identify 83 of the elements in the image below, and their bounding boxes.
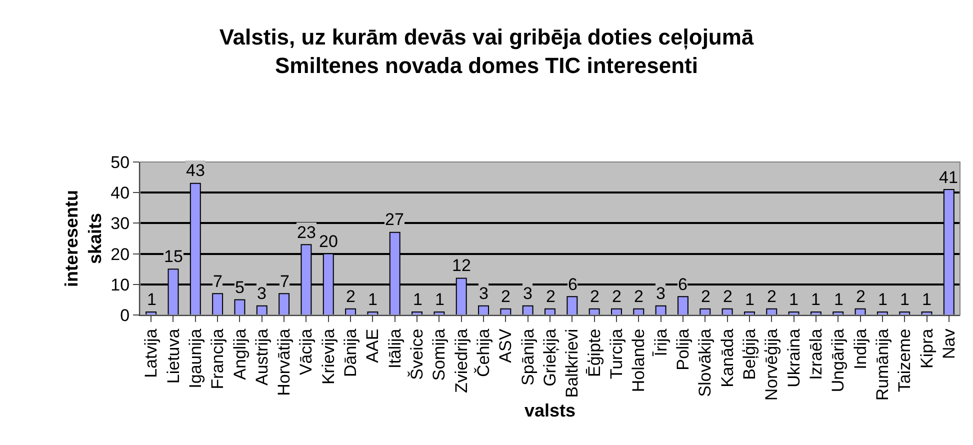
x-tick-label: Īrija (651, 328, 670, 356)
data-label: 2 (767, 287, 776, 306)
x-tick-label: Beļģija (740, 328, 759, 380)
x-tick-label: ASV (496, 328, 516, 363)
data-label: 1 (900, 290, 910, 309)
x-tick-label: Latvija (142, 328, 161, 378)
data-label: 41 (939, 168, 958, 187)
data-label: 1 (811, 290, 820, 309)
data-label: 1 (834, 290, 844, 309)
x-tick-label: Rumānija (872, 328, 892, 401)
data-label: 2 (546, 287, 556, 306)
data-label: 2 (701, 287, 710, 306)
x-tick-label: Taizeme (895, 328, 914, 392)
data-label: 1 (745, 290, 754, 309)
data-label: 27 (385, 210, 404, 229)
data-label: 2 (856, 287, 866, 306)
x-tick-label: Zviedrija (452, 328, 471, 394)
x-tick-label: Nav (939, 328, 958, 360)
data-label: 7 (280, 272, 290, 291)
x-tick-label: Itālija (385, 328, 404, 368)
data-label: 5 (235, 278, 244, 297)
x-tick-label: Norvēģija (762, 328, 782, 401)
data-label: 3 (479, 284, 488, 303)
y-tick-label: 30 (110, 214, 130, 234)
x-tick-label: Spānija (518, 328, 538, 386)
data-label: 2 (634, 287, 644, 306)
x-axis-title: valsts (524, 400, 576, 421)
x-tick-label: Indija (850, 328, 870, 370)
data-label: 1 (435, 290, 444, 309)
y-tick-label: 10 (110, 275, 130, 294)
data-label: 1 (413, 290, 422, 309)
data-label: 1 (147, 290, 156, 309)
x-tick-label: Polija (673, 328, 692, 370)
data-label: 15 (164, 247, 183, 266)
y-tick-label: 0 (120, 306, 130, 325)
x-tick-label: Slovākija (696, 328, 715, 397)
x-tick-label: Izraēla (806, 328, 826, 380)
data-label: 23 (297, 223, 316, 242)
data-label: 43 (186, 161, 205, 180)
x-tick-label: Ukraina (784, 328, 804, 388)
x-tick-label: Somija (430, 328, 449, 381)
data-label: 1 (368, 290, 378, 309)
y-tick-label: 50 (110, 152, 130, 172)
y-axis-title: interesentu skaits (61, 190, 105, 288)
chart-title: Valstis, uz kurām devās vai gribēja doties ceļojumā Smiltenes novada domes TIC interesenti (219, 24, 754, 78)
data-label: 2 (590, 287, 600, 306)
x-tick-label: Lietuva (164, 328, 183, 384)
y-tick-label: 40 (110, 184, 130, 203)
x-tick-label: Šveice (408, 328, 427, 380)
x-tick-label: Grieķija (540, 328, 560, 386)
x-tick-label: Čehija (474, 328, 494, 378)
data-label: 20 (319, 232, 338, 251)
data-label: 1 (789, 290, 798, 309)
x-tick-label: Turcija (607, 328, 626, 380)
data-label: 1 (922, 290, 932, 309)
data-label: 2 (612, 287, 622, 306)
data-label: 6 (568, 275, 578, 294)
data-label: 2 (723, 287, 732, 306)
x-tick-label: Kanāda (718, 328, 737, 388)
data-label: 3 (523, 284, 532, 303)
x-tick-label: Austrija (252, 328, 272, 386)
data-label: 3 (257, 284, 266, 303)
x-tick-label: Anglija (230, 328, 250, 380)
data-label: 2 (346, 287, 356, 306)
x-tick-label: Holande (629, 328, 648, 392)
data-label: 12 (452, 256, 471, 275)
x-tick-label: Vācija (296, 328, 316, 376)
x-tick-label: Horvātija (274, 328, 294, 396)
data-label: 3 (656, 284, 666, 303)
x-tick-label: Kipra (917, 328, 936, 368)
x-tick-label: Krievija (318, 328, 338, 385)
x-tick-label: Dānija (341, 328, 360, 378)
x-tick-label: Baltkrievi (562, 328, 582, 398)
data-label: 1 (878, 290, 888, 309)
x-tick-label: Ungārija (828, 328, 848, 392)
data-label: 2 (501, 287, 510, 306)
x-tick-label: Igaunija (186, 328, 205, 388)
x-tick-label: Ēģipte (584, 328, 604, 378)
data-label: 7 (213, 272, 222, 291)
x-tick-label: AAE (363, 328, 382, 363)
data-label: 6 (678, 275, 688, 294)
y-tick-label: 20 (110, 244, 130, 264)
x-tick-label: Francija (208, 328, 228, 390)
